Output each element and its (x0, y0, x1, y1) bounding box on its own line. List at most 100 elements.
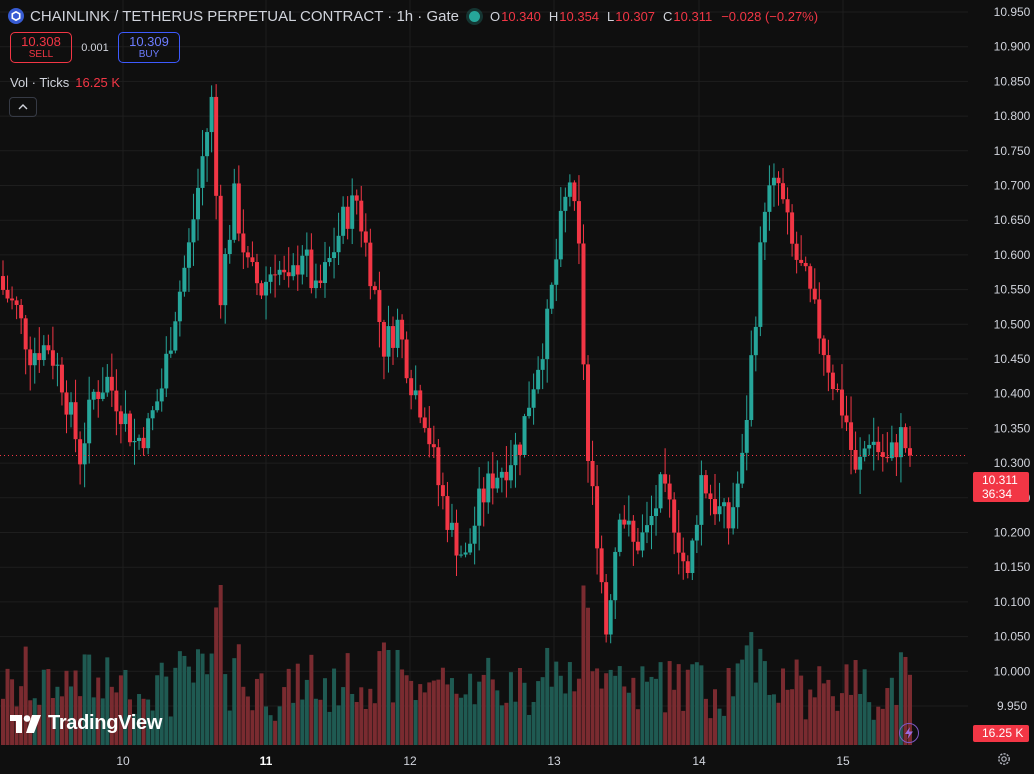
volume-bar (132, 713, 137, 745)
symbol-title[interactable]: CHAINLINK / TETHERUS PERPETUAL CONTRACT … (30, 7, 459, 25)
candle-body (862, 448, 867, 457)
buy-button[interactable]: 10.309 BUY (118, 32, 180, 63)
candle-body (703, 475, 708, 494)
candle-body (159, 388, 164, 402)
candle-body (191, 219, 196, 243)
volume-bar (595, 668, 600, 745)
candle-body (617, 519, 622, 552)
market-status-icon[interactable] (468, 10, 480, 22)
candle-body (372, 286, 377, 291)
candle-body (785, 199, 790, 213)
candle-body (753, 326, 758, 356)
volume-bar (762, 661, 767, 745)
buy-price: 10.309 (129, 33, 169, 49)
candle-body (844, 415, 849, 423)
volume-bar (581, 585, 586, 745)
volume-bar (858, 693, 863, 745)
candle-body (722, 502, 727, 507)
candle-body (46, 345, 51, 351)
volume-bar (268, 715, 273, 745)
volume-bar (105, 657, 110, 745)
volume-bar (259, 673, 264, 745)
volume-bar (867, 702, 872, 745)
candle-body (354, 195, 359, 201)
volume-bar (486, 657, 491, 745)
volume-bar (445, 684, 450, 745)
lightning-button[interactable] (899, 723, 919, 743)
candle-body (413, 390, 418, 396)
volume-bar (59, 696, 64, 745)
volume-bar (672, 689, 677, 745)
time-axis[interactable]: 10 11 12 13 14 15 (116, 754, 850, 768)
volume-bar (332, 668, 337, 745)
volume-bar (164, 676, 169, 745)
volume-bar (277, 706, 282, 745)
candle-body (445, 496, 450, 530)
price-tick-label: 10.550 (994, 283, 1031, 297)
price-tick-label: 10.650 (994, 213, 1031, 227)
candle-body (341, 206, 346, 236)
volume-bar (155, 675, 160, 745)
price-tick-label: 10.350 (994, 421, 1031, 435)
volume-bar (64, 670, 69, 745)
volume-bar (640, 666, 645, 745)
ohlc-values: O10.340 H10.354 L10.307 C10.311 −0.028 (… (490, 9, 818, 24)
candle-body (214, 96, 219, 196)
candle-body (37, 353, 42, 361)
candle-body (186, 242, 191, 268)
tradingview-logo[interactable]: TradingView (10, 712, 162, 735)
candle-body (776, 177, 781, 184)
sell-button[interactable]: 10.308 SELL (10, 32, 72, 63)
candle-body (898, 427, 903, 458)
volume-legend[interactable]: Vol · Ticks 16.25 K (10, 75, 120, 90)
volume-bar (427, 682, 432, 745)
candle-body (685, 561, 690, 574)
candle-body (513, 444, 518, 466)
time-tick-label: 15 (836, 754, 850, 768)
candle-body (114, 390, 119, 412)
candle-body (318, 280, 323, 284)
price-axis[interactable]: 10.950 10.900 10.850 10.800 10.750 10.700 10.6… (994, 5, 1031, 713)
candle-body (273, 274, 278, 276)
candle-body (613, 551, 618, 601)
volume-bar (37, 704, 42, 745)
volume-bar (477, 681, 482, 745)
volume-bar (431, 680, 436, 745)
volume-bar (96, 677, 101, 745)
candle-body (146, 418, 151, 449)
volume-bar (300, 699, 305, 745)
candle-body (436, 447, 441, 486)
volume-bar (191, 682, 196, 745)
candle-body (649, 516, 654, 526)
volume-bar (676, 664, 681, 745)
volume-bar (200, 653, 205, 745)
volume-bar (82, 654, 87, 745)
candle-body (141, 437, 146, 449)
candle-body (391, 326, 396, 348)
candle-body (245, 252, 250, 258)
volume-bar (549, 686, 554, 745)
candle-body (712, 499, 717, 515)
volume-bar (254, 678, 259, 745)
volume-bar (871, 719, 876, 745)
volume-bar (790, 689, 795, 745)
trade-panel: 10.308 SELL 0.001 10.309 BUY (10, 32, 180, 63)
low-label: L (607, 8, 615, 24)
collapse-legend-button[interactable] (9, 97, 37, 117)
gear-icon[interactable] (996, 751, 1012, 767)
volume-bar (631, 677, 636, 745)
volume-bar (576, 678, 581, 745)
candle-body (127, 413, 132, 443)
volume-bar (336, 705, 341, 745)
candle-body (599, 548, 604, 583)
volume-bar (699, 665, 704, 745)
volume-bar (10, 679, 15, 745)
candle-body (386, 326, 391, 357)
volume-bar (282, 687, 287, 745)
volume-bar (186, 666, 191, 745)
volume-bar (903, 656, 908, 745)
candle-body (531, 389, 536, 408)
candle-body (463, 552, 468, 555)
candle-body (781, 183, 786, 200)
